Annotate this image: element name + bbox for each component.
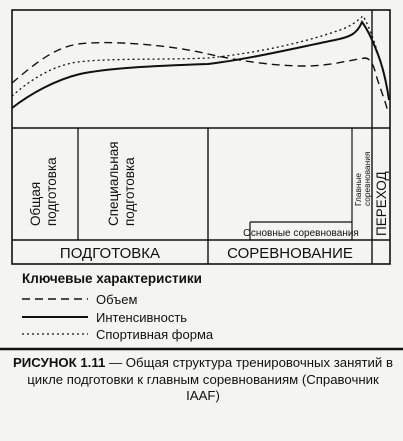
intensity-curve-solid bbox=[11, 19, 390, 109]
label-general-prep-line1: Общая bbox=[28, 182, 43, 226]
diagram-frame bbox=[11, 9, 391, 265]
legend-label-sport-form: Спортивная форма bbox=[96, 327, 214, 342]
legend-label-intensity: Интенсивность bbox=[96, 310, 187, 325]
legend-title: Ключевые характеристики bbox=[22, 271, 202, 286]
figure-caption: РИСУНОК 1.11 — Общая структура тренирово… bbox=[10, 355, 396, 405]
sport-form-curve-dotted bbox=[11, 15, 390, 101]
label-main-competitions-peak-line2: соревнования bbox=[362, 152, 372, 206]
caption-number: РИСУНОК 1.11 bbox=[13, 355, 106, 370]
legend-label-volume: Объем bbox=[96, 292, 137, 307]
label-main-competitions: Основные соревнования bbox=[243, 228, 359, 239]
label-main-competitions-peak-line1: Главные bbox=[353, 173, 363, 206]
label-competition: СОРЕВНОВАНИЕ bbox=[227, 245, 353, 262]
label-transition: ПЕРЕХОД bbox=[374, 171, 389, 236]
label-preparation: ПОДГОТОВКА bbox=[60, 245, 160, 262]
label-special-prep-line2: подготовка bbox=[122, 157, 137, 226]
label-special-prep-line1: Специальная bbox=[106, 141, 121, 226]
caption-text: — Общая структура тренировочных занятий … bbox=[27, 355, 393, 403]
label-general-prep-line2: подготовка bbox=[44, 157, 59, 226]
